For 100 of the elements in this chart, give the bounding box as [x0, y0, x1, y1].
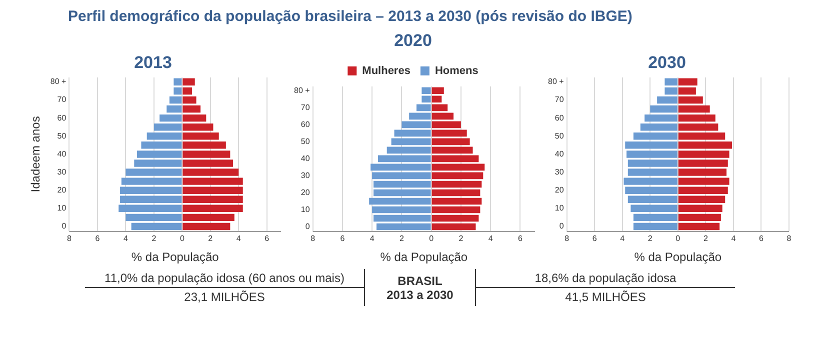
y-tick-label: 40: [554, 149, 564, 158]
x-tick-label: 2: [648, 234, 653, 244]
x-axis-title: % da População: [131, 250, 220, 264]
x-tick-label: 0: [180, 234, 185, 244]
bar: [160, 114, 182, 122]
bar: [422, 87, 431, 94]
bar: [391, 138, 431, 146]
bar: [432, 180, 482, 188]
bar: [432, 172, 484, 180]
legend-label: Homens: [434, 64, 478, 77]
bar: [633, 132, 678, 140]
bar: [386, 146, 431, 154]
y-axis-title: Idadeem anos: [28, 116, 43, 192]
bar: [664, 78, 678, 86]
text: 41,5 MILHÕES: [475, 288, 735, 306]
x-tick-label: 2: [399, 234, 404, 244]
x-tick-label: 2: [703, 234, 708, 244]
bar: [678, 96, 703, 104]
y-tick-label: 20: [57, 186, 67, 195]
x-tick-label: 2: [152, 234, 157, 244]
bar: [432, 96, 442, 103]
y-tick-label: 10: [554, 204, 564, 213]
y-tick-label: 0: [62, 222, 67, 231]
y-tick-label: 80 +: [50, 77, 67, 86]
bar: [182, 196, 243, 203]
bar: [118, 204, 182, 212]
bar: [182, 222, 230, 230]
text: BRASIL: [396, 274, 444, 288]
bar: [630, 204, 678, 212]
y-tick-label: 30: [554, 167, 564, 176]
x-tick-label: 8: [66, 234, 72, 244]
y-tick-label: 70: [554, 95, 564, 104]
bar: [432, 214, 479, 222]
y-tick-label: 10: [57, 204, 67, 213]
y-tick-label: 40: [57, 149, 67, 158]
y-tick-label: 30: [57, 167, 67, 176]
x-tick-label: 6: [592, 234, 598, 244]
bar: [432, 138, 470, 146]
bar: [394, 130, 431, 137]
x-tick-label: 4: [123, 234, 128, 244]
bar: [432, 87, 444, 94]
bar: [432, 104, 448, 112]
bar: [432, 155, 479, 162]
y-tick-label: 80 +: [294, 86, 310, 95]
bar: [678, 132, 726, 140]
bar: [154, 123, 182, 131]
x-tick-label: 2: [458, 234, 464, 244]
bar: [678, 222, 720, 230]
x-tick-label: 6: [264, 234, 270, 244]
x-tick-label: 4: [620, 234, 626, 244]
text: 23,1 MILHÕES: [85, 288, 365, 306]
bar: [432, 164, 485, 171]
y-tick-label: 10: [300, 204, 310, 214]
y-tick-label: 60: [554, 113, 564, 122]
bar: [432, 223, 476, 230]
bar: [372, 172, 431, 180]
x-tick-label: 6: [340, 234, 346, 244]
x-tick-label: 0: [676, 234, 681, 244]
y-tick-label: 70: [57, 95, 67, 104]
bar: [678, 123, 718, 131]
bar: [678, 114, 716, 122]
bar: [182, 96, 196, 104]
bar: [678, 196, 726, 203]
bar: [678, 87, 696, 95]
bar: [374, 214, 431, 222]
bar: [432, 130, 467, 137]
bar: [378, 155, 431, 162]
bar: [374, 180, 431, 188]
bar: [432, 206, 480, 214]
bar: [182, 114, 206, 122]
x-tick-label: 4: [236, 234, 242, 244]
y-tick-label: 50: [300, 136, 310, 146]
bar: [146, 132, 182, 140]
text: Perfil demográfico da população brasileira – 2013 a 2030 (pós revisão do IBGE): [67, 8, 634, 27]
bar: [678, 78, 698, 86]
y-tick-label: 20: [300, 188, 310, 197]
y-tick-label: 0: [305, 222, 310, 231]
chart-title: 2013: [134, 52, 172, 72]
y-tick-label: 50: [554, 131, 564, 140]
bar: [422, 96, 431, 103]
bar: [650, 105, 678, 113]
bar: [182, 214, 234, 222]
bar: [628, 196, 678, 203]
bar: [182, 123, 214, 131]
bar: [182, 105, 201, 113]
x-tick-label: 8: [564, 234, 570, 244]
bar: [432, 121, 461, 128]
x-tick-label: 4: [370, 234, 375, 244]
x-tick-label: 2: [208, 234, 214, 244]
bar: [376, 223, 431, 230]
bar: [664, 87, 678, 95]
y-tick-label: 60: [57, 113, 67, 122]
bar: [432, 146, 473, 154]
bar: [369, 198, 431, 205]
x-tick-label: 8: [310, 234, 316, 244]
bar: [633, 222, 678, 230]
text: 18,6% da população idosa: [475, 269, 735, 288]
x-tick-label: 6: [518, 234, 523, 244]
x-tick-label: 6: [95, 234, 100, 244]
y-tick-label: 80 +: [548, 77, 564, 86]
